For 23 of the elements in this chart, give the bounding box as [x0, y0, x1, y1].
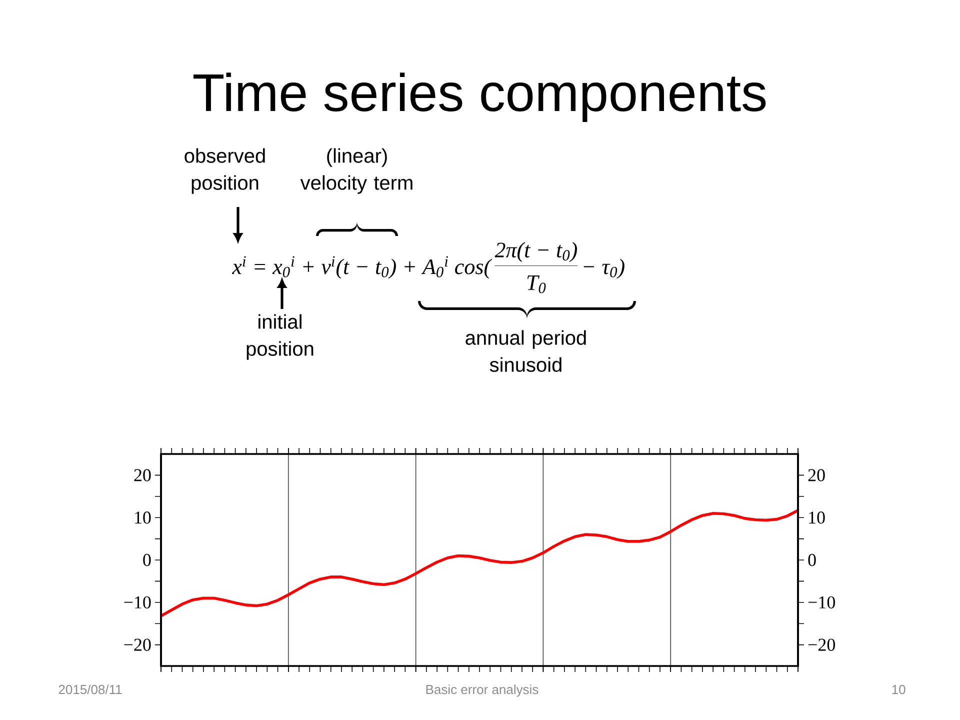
text: 10	[892, 684, 906, 694]
text: T$_{0}$	[527, 275, 546, 294]
y2-tick-label: −20	[808, 638, 836, 651]
y2-tick-label: 10	[809, 512, 825, 524]
text: Basic error analysis	[426, 684, 538, 697]
y-tick-label: −20	[124, 638, 151, 651]
y2-tick-label: 0	[808, 554, 816, 566]
text: initial position	[246, 314, 314, 360]
text: annual period sinusoid	[466, 330, 586, 372]
y2-tick-label: 20	[808, 469, 825, 482]
y-tick-label: 20	[134, 469, 151, 482]
text: 2π(t − t$_{0}$)	[494, 242, 577, 262]
y-tick-label: −10	[124, 596, 151, 608]
y-tick-label: 10	[135, 512, 151, 524]
chart-title: Time series components	[194, 72, 766, 122]
text: (linear) velocity term	[300, 148, 412, 194]
text: 2015/08/11	[58, 684, 122, 694]
y-tick-label: 0	[143, 554, 151, 566]
line-series	[161, 508, 798, 618]
text: x$^{i}$ = x$_{0}$$^{i}$ + v$^{i}$(t − t$_{0}$) + A$_{0}$$^{i}$ cos(	[232, 256, 492, 279]
text: − τ$_{0}$)	[584, 258, 624, 279]
text: observed position	[184, 148, 265, 194]
y2-tick-label: −10	[808, 596, 836, 608]
